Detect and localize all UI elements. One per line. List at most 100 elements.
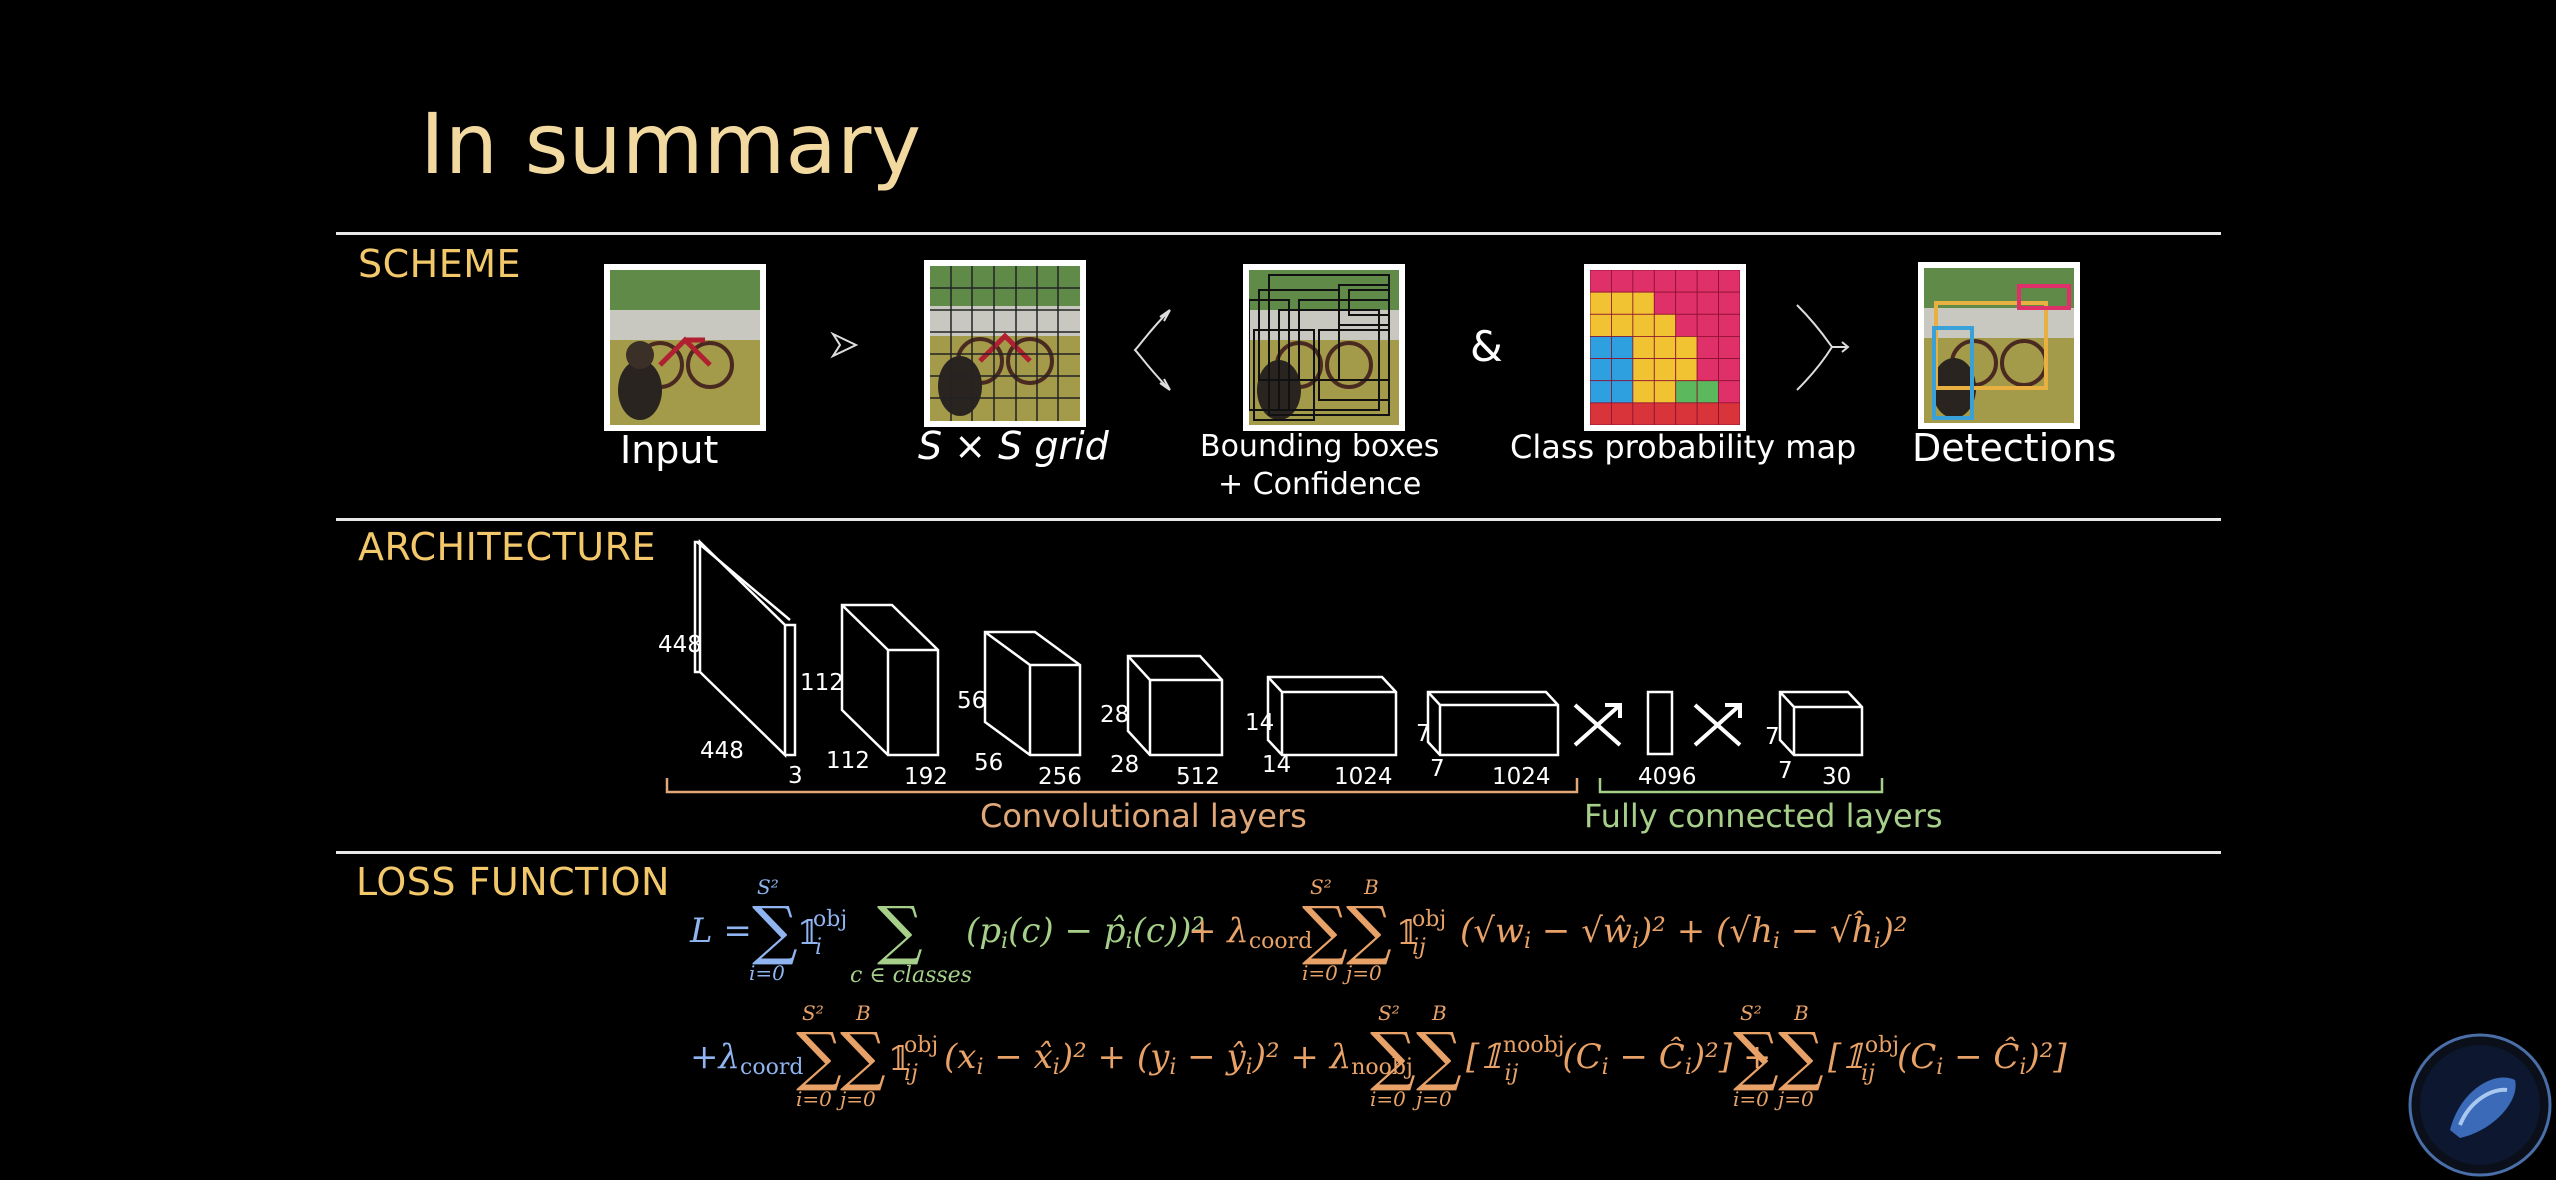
out-h: 7 [1765, 724, 1780, 750]
input-image [604, 264, 766, 431]
svg-text:(√wi − √ŵi)² + (√hi − √ĥi)²: (√wi − √ŵi)² + (√hi − √ĥi)² [1460, 910, 1908, 954]
caption-boxes: Bounding boxes + Confidence [1200, 428, 1439, 504]
out-d: 30 [1822, 764, 1851, 790]
merge-arrow-icon [1796, 304, 1850, 391]
fc-arrows-icon [1573, 703, 1742, 747]
app-logo-icon[interactable] [2405, 1030, 2555, 1180]
svg-text:i: i [815, 935, 822, 960]
svg-text:S²: S² [757, 875, 779, 899]
class-probability-map [1584, 264, 1746, 431]
section-loss: LOSS FUNCTION [356, 860, 670, 904]
boxes-photo [1249, 270, 1399, 425]
caption-detections: Detections [1912, 426, 2117, 470]
layer-3-box [983, 630, 1082, 757]
conv-layers-label: Convolutional layers [980, 797, 1307, 835]
l2-d: 192 [904, 764, 948, 790]
detections-image [1918, 262, 2080, 429]
l4-d: 512 [1176, 764, 1220, 790]
svg-text:𝟙: 𝟙 [1396, 913, 1420, 953]
divider-architecture [336, 851, 2221, 854]
section-scheme: SCHEME [358, 242, 522, 286]
l2-w: 112 [826, 748, 870, 774]
svg-text:i=0: i=0 [796, 1087, 832, 1111]
svg-text:B: B [1431, 1001, 1447, 1025]
svg-text:S²: S² [1378, 1001, 1400, 1025]
l1-d: 3 [788, 763, 803, 789]
svg-text:𝟙: 𝟙 [797, 913, 821, 953]
l5-w: 14 [1262, 752, 1291, 778]
l1-w: 448 [700, 738, 744, 764]
grid-image [924, 260, 1086, 427]
fc-4096-box [1646, 690, 1674, 756]
svg-text:obj: obj [904, 1033, 938, 1058]
conv-bracket [665, 778, 1579, 794]
svg-text:S²: S² [802, 1001, 824, 1025]
svg-text:∑: ∑ [752, 894, 798, 968]
svg-text:B: B [855, 1001, 871, 1025]
svg-text:∑: ∑ [1370, 1020, 1416, 1094]
layer-2-box [840, 603, 940, 757]
svg-text:+ λcoord: + λcoord [1188, 911, 1312, 954]
class-map-grid [1590, 270, 1740, 425]
arrow-icon [830, 331, 859, 359]
svg-text:∑: ∑ [840, 1020, 886, 1094]
svg-text:B: B [1793, 1001, 1809, 1025]
caption-boxes-line1: Bounding boxes [1200, 429, 1440, 464]
fc1-size: 4096 [1638, 764, 1697, 790]
caption-classmap: Class probability map [1510, 428, 1857, 466]
layer-6-box [1426, 690, 1560, 757]
divider-top [336, 232, 2221, 235]
svg-text:i=0: i=0 [1302, 961, 1338, 985]
l6-d: 1024 [1492, 764, 1551, 790]
layer-4-box [1126, 654, 1224, 757]
caption-boxes-line2: + Confidence [1217, 467, 1422, 502]
dog-bike-photo [610, 270, 760, 425]
svg-text:(xi − x̂i)² + (yi − ŷi)² + λno: (xi − x̂i)² + (yi − ŷi)² + λnoobj [944, 1037, 1413, 1080]
l4-w: 28 [1110, 752, 1139, 778]
svg-text:i=0: i=0 [749, 961, 785, 985]
l3-w: 56 [974, 750, 1003, 776]
fc-layers-label: Fully connected layers [1584, 797, 1943, 835]
svg-text:∑: ∑ [1416, 1020, 1462, 1094]
svg-text:∑: ∑ [877, 894, 923, 968]
l1-h: 448 [658, 632, 702, 658]
svg-text:∑: ∑ [1302, 894, 1348, 968]
svg-text:(pi(c) − p̂i(c))²: (pi(c) − p̂i(c))² [966, 911, 1205, 954]
svg-text:S²: S² [1310, 875, 1332, 899]
l6-h: 7 [1416, 721, 1431, 747]
section-architecture: ARCHITECTURE [358, 525, 657, 569]
svg-text:obj: obj [1412, 907, 1446, 932]
output-box [1778, 690, 1864, 757]
svg-text:obj: obj [813, 907, 847, 932]
l3-h: 56 [957, 688, 986, 714]
l4-h: 28 [1100, 702, 1129, 728]
boxes-image [1243, 264, 1405, 431]
svg-text:i=0: i=0 [1733, 1087, 1769, 1111]
svg-text:ij: ij [904, 1061, 918, 1086]
l6-w: 7 [1430, 756, 1445, 782]
svg-text:c ∈ classes: c ∈ classes [850, 963, 972, 988]
svg-text:ij: ij [1412, 935, 1426, 960]
svg-text:∑: ∑ [1733, 1020, 1779, 1094]
svg-text:∑: ∑ [1346, 894, 1392, 968]
svg-text:S²: S² [1740, 1001, 1762, 1025]
caption-input: Input [620, 428, 719, 472]
svg-text:i=0: i=0 [1370, 1087, 1406, 1111]
svg-text:L =: L = [689, 911, 752, 951]
ampersand: & [1470, 322, 1503, 371]
fc-bracket [1598, 778, 1884, 794]
grid-photo [930, 266, 1080, 421]
l3-d: 256 [1038, 764, 1082, 790]
svg-text:∑: ∑ [1778, 1020, 1824, 1094]
split-arrow-icon [1133, 309, 1171, 391]
svg-text:j=0: j=0 [1342, 961, 1382, 985]
layer-1-box [693, 539, 797, 758]
out-w: 7 [1778, 758, 1793, 784]
svg-text:𝟙: 𝟙 [888, 1039, 912, 1079]
l5-h: 14 [1245, 710, 1274, 736]
page-title: In summary [420, 95, 922, 193]
l2-h: 112 [800, 670, 844, 696]
